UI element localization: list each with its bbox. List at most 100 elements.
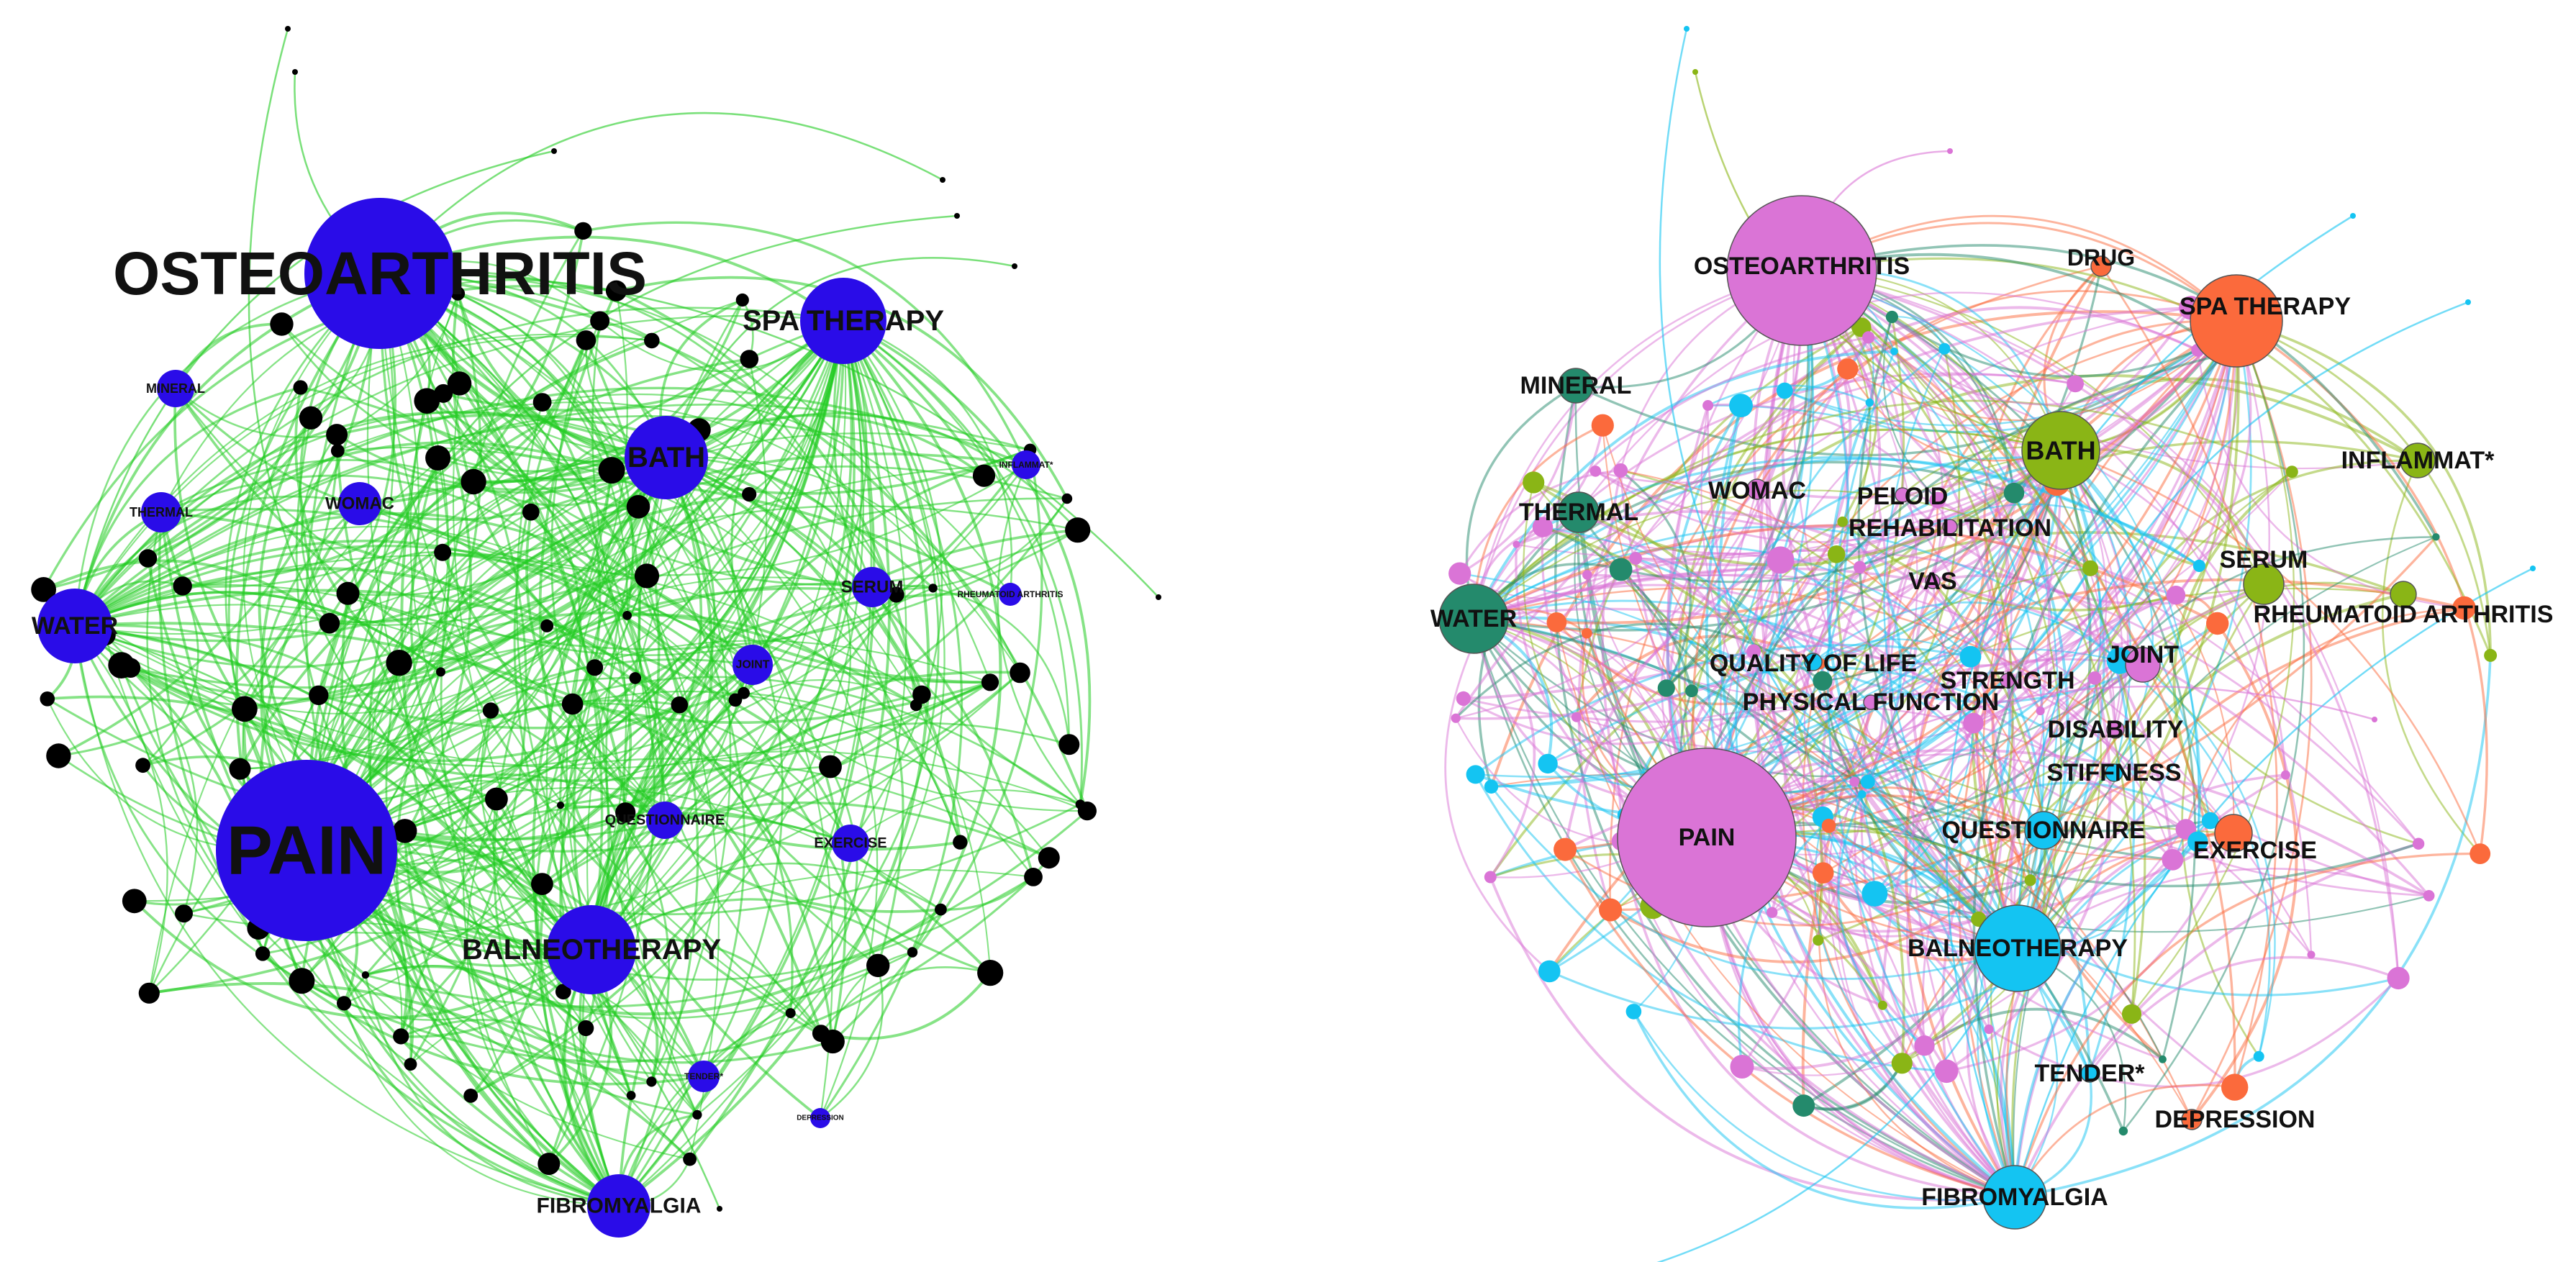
minor-node — [330, 444, 345, 458]
minor-node — [629, 672, 642, 684]
network-edge — [409, 869, 1034, 1065]
keyword-label-womac: WOMAC — [1708, 477, 1806, 504]
minor-node — [785, 1008, 796, 1019]
network-edge — [1680, 353, 2226, 822]
network-edge — [301, 876, 1035, 1063]
minor-node — [1746, 644, 1761, 659]
network-edge — [426, 399, 582, 704]
network-edge — [2131, 320, 2295, 1015]
network-edge — [1491, 320, 2237, 788]
minor-node — [2484, 648, 2498, 662]
keyword-node-physical-function — [1863, 694, 1879, 710]
minor-node — [1571, 712, 1582, 722]
right-network-minor-nodes — [1448, 26, 2536, 1136]
keyword-label-stiffness: STIFFNESS — [2046, 759, 2181, 786]
keyword-label-fibromyalgia: FIBROMYALGIA — [1921, 1184, 2108, 1211]
network-edge — [1477, 270, 1803, 637]
network-edge — [301, 434, 338, 624]
minor-node — [742, 486, 757, 502]
minor-node — [820, 1029, 845, 1054]
keyword-node-serum — [2243, 563, 2285, 605]
network-edge — [1659, 28, 2018, 949]
minor-node — [1629, 552, 1643, 565]
network-edge — [1459, 385, 1577, 575]
network-edge — [1632, 1011, 2015, 1209]
network-edge — [1556, 622, 2015, 1198]
minor-node — [46, 743, 71, 768]
network-edge — [1456, 449, 2062, 720]
network-edge — [843, 319, 1083, 805]
network-edge — [73, 386, 301, 627]
minor-node — [270, 312, 294, 336]
keyword-node-vas — [1925, 573, 1941, 589]
network-edge — [1595, 449, 2062, 529]
keyword-label-pain: PAIN — [1679, 824, 1736, 851]
network-edge — [1874, 723, 1974, 895]
network-edge — [1635, 557, 2264, 667]
network-edge — [74, 625, 168, 994]
minor-node — [122, 889, 147, 914]
minor-node — [2201, 812, 2219, 830]
minor-node — [2423, 890, 2435, 902]
network-edge — [1473, 617, 1623, 842]
minor-node — [232, 696, 258, 722]
minor-node — [482, 702, 499, 719]
minor-node — [1858, 790, 1867, 799]
network-edge — [1489, 876, 2015, 1202]
keyword-label-serum: SERUM — [841, 578, 904, 597]
keyword-node-mineral — [1558, 368, 1594, 404]
network-edge — [2142, 664, 2276, 1057]
minor-node — [175, 904, 193, 923]
network-edge — [2014, 655, 2492, 1199]
minor-node — [1885, 310, 1898, 324]
network-edge — [364, 974, 620, 1207]
minor-node — [671, 696, 689, 714]
network-edge — [378, 272, 610, 1165]
network-edge — [74, 540, 737, 702]
minor-node — [928, 584, 938, 593]
minor-node — [1532, 517, 1554, 537]
network-edge — [306, 339, 653, 807]
keyword-node-fibromyalgia — [587, 1174, 650, 1238]
network-edge — [347, 551, 443, 594]
network-edge — [1837, 794, 1926, 1047]
minor-node — [138, 982, 160, 1004]
minor-node — [361, 971, 370, 979]
network-edge — [1814, 817, 1903, 1064]
network-edge — [74, 414, 984, 627]
network-edge — [1533, 449, 2062, 567]
minor-node — [2162, 849, 2184, 871]
keyword-node-quality-of-life — [1804, 653, 1823, 671]
network-edge — [1548, 840, 2199, 1030]
network-edge — [1474, 773, 1947, 1073]
minor-node — [1692, 69, 1698, 75]
minor-node — [1730, 1055, 1754, 1079]
keyword-node-depression — [810, 1108, 830, 1128]
network-edge — [379, 273, 720, 1160]
minor-node — [1582, 570, 1592, 580]
network-edge — [1813, 602, 2121, 663]
minor-node — [1613, 463, 1628, 478]
network-edge — [399, 320, 845, 664]
minor-node — [1685, 684, 1698, 698]
minor-node — [463, 1089, 479, 1103]
network-edge — [306, 320, 845, 852]
minor-node — [229, 758, 251, 780]
keyword-node-exercise — [832, 825, 869, 862]
minor-node — [1657, 679, 1675, 697]
network-edge — [306, 640, 991, 851]
network-edge — [1859, 503, 2200, 568]
network-edge — [1771, 270, 1918, 913]
minor-node — [289, 968, 315, 994]
minor-node — [1891, 1053, 1913, 1074]
minor-node — [1767, 907, 1778, 918]
minor-node — [1854, 560, 1867, 573]
minor-node — [1684, 26, 1690, 32]
network-edge — [2381, 460, 2481, 855]
network-edge — [1474, 643, 1971, 776]
network-edge — [47, 695, 565, 993]
minor-node — [912, 685, 931, 704]
minor-node — [522, 503, 540, 521]
network-edge — [591, 862, 942, 950]
minor-node — [738, 686, 750, 699]
